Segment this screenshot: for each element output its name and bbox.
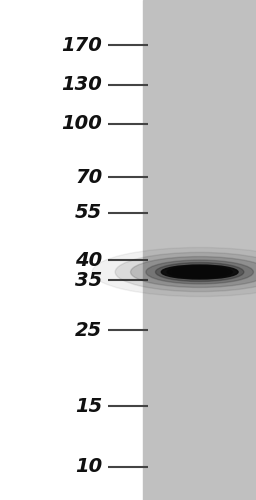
Text: 10: 10 [75, 458, 102, 476]
Ellipse shape [167, 266, 232, 278]
Bar [143, 0, 256, 500]
Ellipse shape [173, 267, 227, 277]
Text: 100: 100 [61, 114, 102, 134]
Ellipse shape [156, 262, 244, 281]
Ellipse shape [146, 260, 253, 284]
Ellipse shape [131, 256, 256, 288]
Ellipse shape [115, 252, 256, 292]
Text: 70: 70 [75, 168, 102, 186]
Text: 170: 170 [61, 36, 102, 54]
Ellipse shape [179, 268, 221, 276]
Text: 25: 25 [75, 321, 102, 340]
Ellipse shape [92, 248, 256, 296]
Text: 35: 35 [75, 271, 102, 290]
Text: 40: 40 [75, 251, 102, 270]
Text: 130: 130 [61, 76, 102, 94]
Ellipse shape [161, 265, 238, 279]
Text: 15: 15 [75, 397, 102, 416]
Text: 55: 55 [75, 204, 102, 223]
